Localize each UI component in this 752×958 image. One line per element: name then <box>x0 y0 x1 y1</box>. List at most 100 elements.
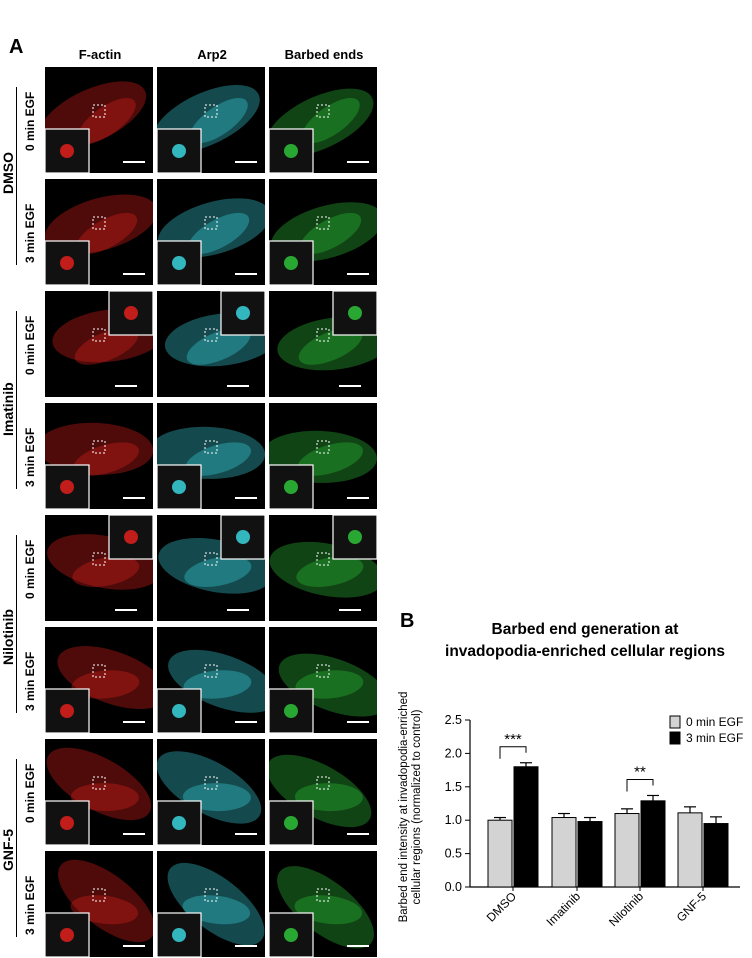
significance-bracket <box>626 778 654 792</box>
y-tick-label: 1.0 <box>445 813 462 827</box>
micrograph-imatinib-3min-factin <box>45 403 153 509</box>
y-axis-label-line: Barbed end intensity at invadopodia-enri… <box>398 692 410 923</box>
micrograph-gnf-5-0min-arp2 <box>157 739 265 845</box>
barbed-end-bar-chart: Barbed end generation at invadopodia-enri… <box>398 621 743 929</box>
inset-signal <box>172 144 186 158</box>
y-tick-label: 1.5 <box>445 780 462 794</box>
y-tick-label: 0.5 <box>445 847 462 861</box>
panel-b-label: B <box>400 610 415 632</box>
cell-body-core <box>74 327 139 365</box>
micrograph-dmso-3min-factin <box>45 179 153 285</box>
x-tick-label: Imatinib <box>544 889 584 929</box>
micrograph-imatinib-3min-barbed <box>269 403 377 509</box>
treatment-label: Nilotinib <box>0 608 16 665</box>
inset-signal <box>284 816 298 830</box>
x-tick-label: DMSO <box>484 889 519 924</box>
scale-bar <box>235 273 257 275</box>
scale-bar <box>235 497 257 499</box>
treatment-bracket <box>16 311 17 489</box>
condition-label: 0 min EGF <box>23 539 37 599</box>
condition-label: 0 min EGF <box>23 315 37 375</box>
bar-gnf-5-0min <box>677 812 703 888</box>
cell-body-core <box>297 442 363 476</box>
significance-label: *** <box>504 731 522 748</box>
treatment-bracket <box>16 759 17 937</box>
inset-signal <box>284 144 298 158</box>
scale-bar <box>347 833 369 835</box>
condition-label: 3 min EGF <box>23 875 37 935</box>
scale-bar <box>123 497 145 499</box>
cell-body-core <box>73 442 139 476</box>
scale-bar <box>347 497 369 499</box>
inset-signal <box>172 256 186 270</box>
cell-body <box>58 859 153 943</box>
cell-body-core <box>298 327 363 365</box>
inset-signal <box>60 704 74 718</box>
micrograph-nilotinib-3min-arp2 <box>157 627 265 733</box>
treatment-label: DMSO <box>0 152 16 194</box>
inset-signal <box>172 480 186 494</box>
inset-signal <box>236 530 250 544</box>
legend-swatch-0min <box>669 715 681 729</box>
inset-signal <box>284 928 298 942</box>
scale-bar <box>347 721 369 723</box>
cell-body-core <box>296 556 364 587</box>
micrograph-dmso-0min-arp2 <box>157 67 265 173</box>
scale-bar <box>347 161 369 163</box>
cell-body-core <box>76 212 138 254</box>
scale-bar <box>123 721 145 723</box>
column-header-arp2: Arp2 <box>197 47 227 62</box>
cell-body-core <box>185 442 251 476</box>
micrograph-dmso-3min-arp2 <box>157 179 265 285</box>
cell-body <box>45 194 153 254</box>
bar-imatinib-0min <box>551 817 577 888</box>
column-header-factin: F-actin <box>78 47 122 62</box>
roi-box <box>316 664 330 678</box>
y-tick-label: 2.0 <box>445 746 462 760</box>
roi-box <box>204 216 218 230</box>
roi-box <box>204 552 218 566</box>
x-tick-label: Nilotinib <box>606 889 646 929</box>
roi-box <box>204 104 218 118</box>
y-axis-label-line: cellular regions (normalized to control) <box>411 709 423 904</box>
chart-title-line: invadopodia-enriched cellular regions <box>445 643 725 660</box>
roi-box <box>316 888 330 902</box>
micrograph-nilotinib-0min-barbed <box>269 515 377 621</box>
roi-box <box>92 776 106 790</box>
micrograph-nilotinib-3min-barbed <box>269 627 377 733</box>
micrograph-imatinib-3min-arp2 <box>157 403 265 509</box>
inset-signal <box>284 480 298 494</box>
micrograph-nilotinib-3min-factin <box>45 627 153 733</box>
roi-box <box>316 328 330 342</box>
condition-label: 3 min EGF <box>23 203 37 263</box>
condition-label: 3 min EGF <box>23 651 37 711</box>
roi-box <box>92 328 106 342</box>
significance-label: ** <box>634 763 646 780</box>
significance-bracket <box>499 746 527 759</box>
cell-body <box>269 754 372 828</box>
scale-bar <box>123 833 145 835</box>
cell-body-core <box>186 327 251 365</box>
roi-box <box>204 776 218 790</box>
inset-signal <box>60 256 74 270</box>
inset-signal <box>284 704 298 718</box>
legend-label: 3 min EGF <box>686 731 743 745</box>
cell-body-core <box>72 556 140 587</box>
scale-bar <box>235 161 257 163</box>
scale-bar <box>347 273 369 275</box>
treatment-bracket <box>16 535 17 713</box>
cell-body <box>157 751 262 824</box>
roi-box <box>92 552 106 566</box>
micrograph-gnf-5-3min-factin <box>45 851 153 957</box>
inset-signal <box>284 256 298 270</box>
cell-body-core <box>77 98 136 144</box>
scale-bar <box>227 609 249 611</box>
cell-body-core <box>188 212 250 254</box>
bar-nilotinib-3min <box>640 800 666 888</box>
roi-box <box>316 440 330 454</box>
micrograph-imatinib-0min-barbed <box>269 291 377 397</box>
zoom-inset <box>269 128 314 173</box>
inset-signal <box>60 144 74 158</box>
panel-a-label: A <box>9 36 24 58</box>
chart-title-line: Barbed end generation at <box>492 621 679 638</box>
